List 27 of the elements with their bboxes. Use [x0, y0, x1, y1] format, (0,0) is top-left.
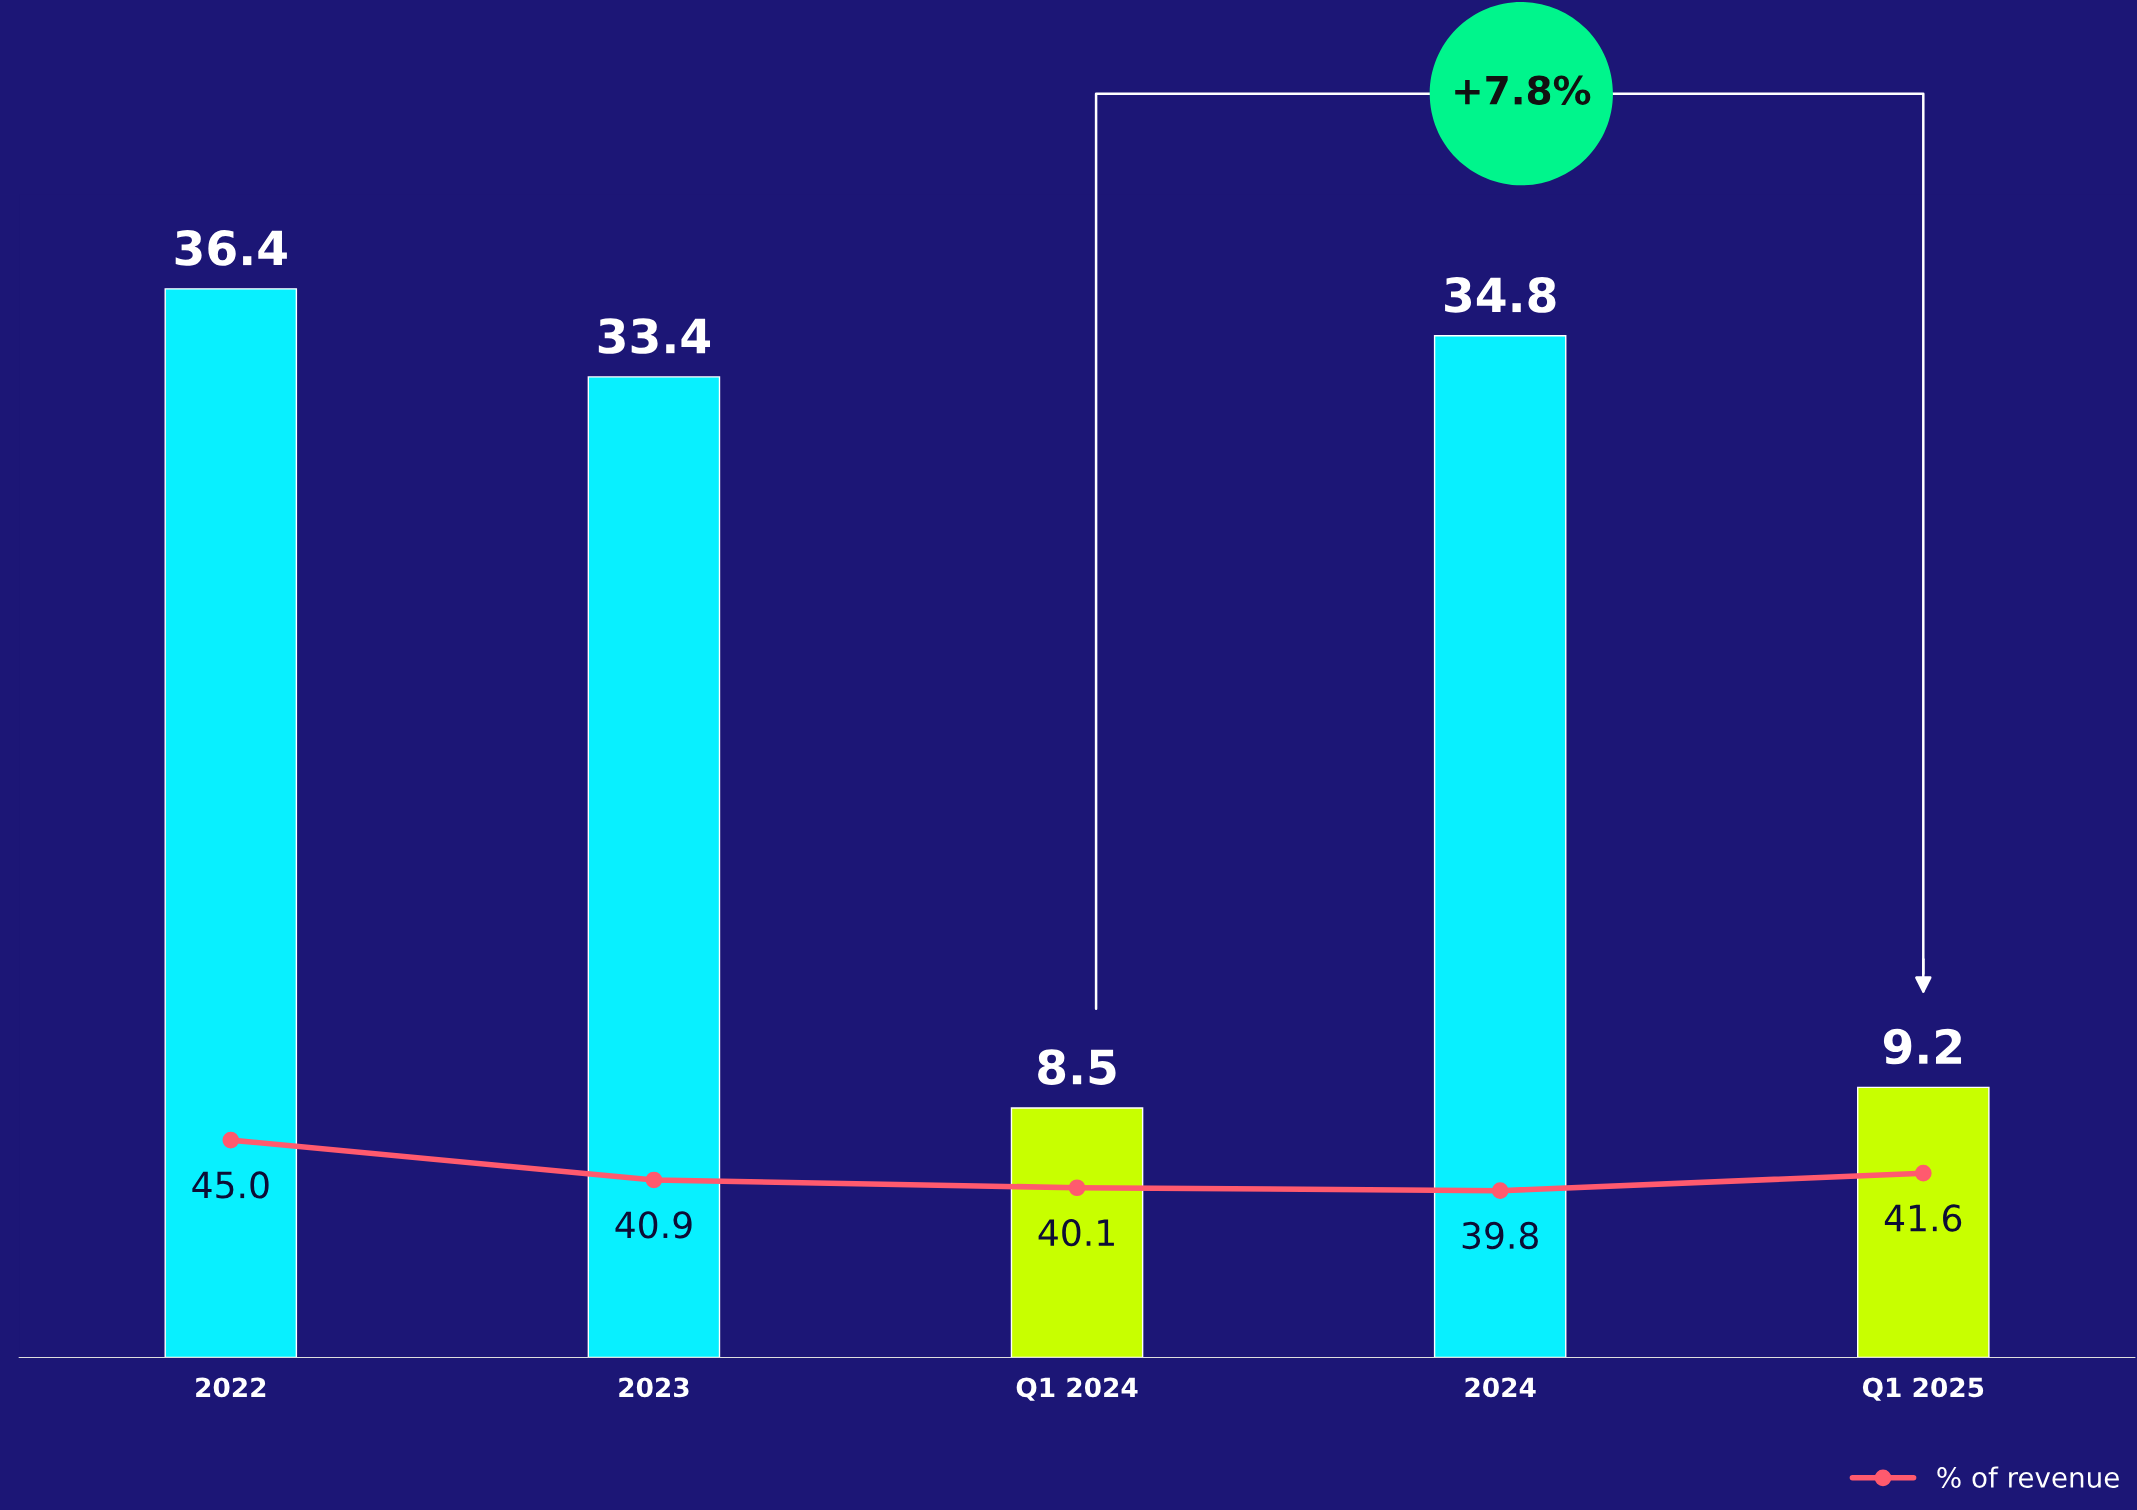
- x-tick-label: Q1 2025: [1862, 1377, 1984, 1401]
- bar: [1010, 1107, 1144, 1358]
- x-tick-label: Q1 2024: [1016, 1377, 1138, 1401]
- data-label: 8.5: [1038, 1049, 1116, 1085]
- bar: [1433, 335, 1567, 1358]
- data-label: 40.1: [1038, 1218, 1114, 1247]
- data-label: 40.9: [615, 1211, 692, 1239]
- data-label: 9.2: [1883, 1028, 1962, 1065]
- point: [1068, 1179, 1086, 1197]
- data-label: 41.6: [1884, 1204, 1962, 1232]
- bar: [587, 376, 721, 1358]
- legend-label: % of revenue: [1937, 1466, 2119, 1488]
- data-label: 36.4: [175, 230, 287, 266]
- bar: [1857, 1086, 1990, 1358]
- point: [1491, 1182, 1509, 1200]
- bar: [164, 288, 298, 1358]
- data-label: 34.8: [1445, 277, 1556, 313]
- x-tick-label: 2023: [619, 1377, 689, 1398]
- point: [645, 1171, 663, 1189]
- point: [1914, 1164, 1932, 1182]
- data-label: 45.0: [192, 1171, 269, 1199]
- x-tick-label: 2024: [1465, 1377, 1536, 1398]
- data-label: 33.4: [598, 318, 711, 354]
- data-label: 39.8: [1462, 1221, 1538, 1250]
- point: [222, 1131, 240, 1149]
- text: +7.8%: [1455, 75, 1591, 105]
- x-tick-label: 2022: [196, 1377, 266, 1398]
